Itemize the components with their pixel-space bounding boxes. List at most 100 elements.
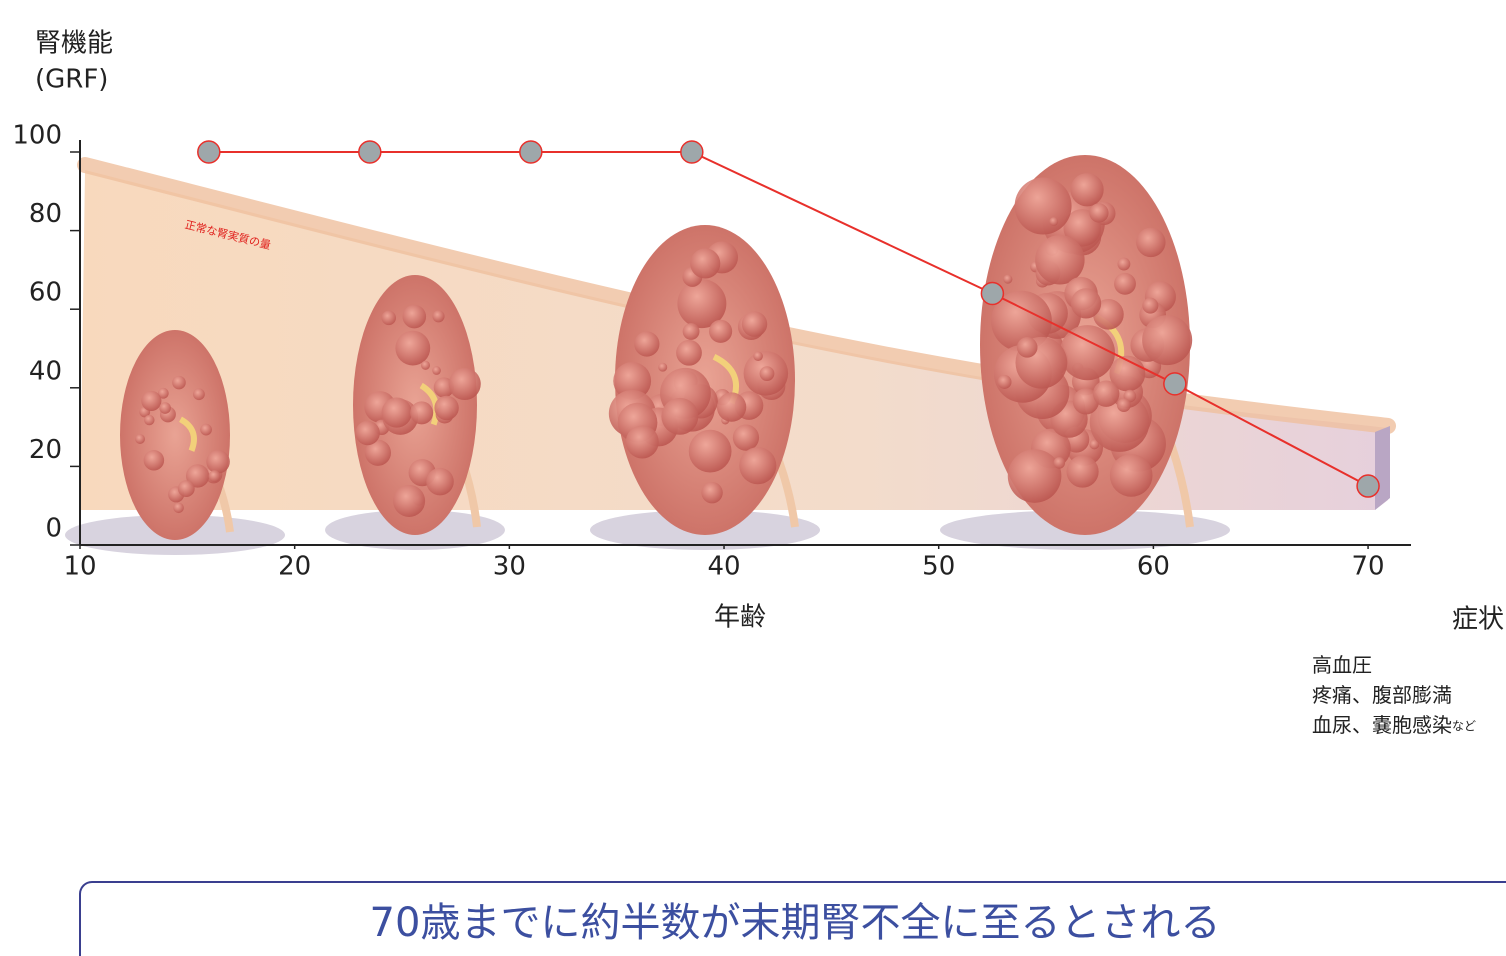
x-tick-label: 30 <box>493 552 526 582</box>
kidney-cyst <box>676 339 702 366</box>
kidney-cyst <box>144 414 155 426</box>
kidney-cyst <box>426 467 454 496</box>
kidney-cyst <box>141 390 162 411</box>
kidney-cyst <box>1007 449 1062 503</box>
kidney-cyst <box>613 362 652 400</box>
kidney-illustrations <box>65 155 1230 555</box>
kidney-cyst <box>658 362 668 372</box>
kidney-cyst <box>1053 457 1066 469</box>
x-tick-label: 40 <box>707 552 740 582</box>
kidney-cyst <box>157 387 169 399</box>
y-axis-label: 腎機能 <box>35 29 113 59</box>
kidney-cyst <box>739 447 777 485</box>
note-box <box>79 881 1506 956</box>
kidney-cyst <box>688 429 732 473</box>
kidney-cyst <box>355 420 380 446</box>
kidney-cyst <box>381 397 412 428</box>
point <box>980 281 1005 306</box>
kidney-cyst <box>682 323 700 340</box>
point <box>1356 474 1380 498</box>
kidney-cyst <box>759 366 775 381</box>
kidney-cyst <box>193 388 205 401</box>
kidney-cyst <box>395 330 431 366</box>
kidney-cyst <box>1092 380 1120 407</box>
kidney-cyst <box>997 374 1012 389</box>
kidney-cyst <box>1109 454 1153 497</box>
x-tick-label: 70 <box>1352 552 1385 582</box>
kidney-cyst <box>200 423 212 436</box>
y-tick-label: 20 <box>29 435 62 465</box>
kidney-cyst <box>393 484 426 517</box>
kidney-cyst <box>753 351 763 361</box>
kidney-cyst <box>185 464 210 488</box>
y-tick-label: 100 <box>12 121 62 151</box>
kidney-cyst <box>634 331 660 357</box>
x-tick-label: 20 <box>278 552 311 582</box>
x-axis-label: 年齢 <box>714 603 766 633</box>
point <box>197 140 221 164</box>
kidney-cyst <box>1117 257 1131 271</box>
kidney-cyst <box>677 279 727 329</box>
kidney-cyst <box>432 310 445 323</box>
y-tick-label: 0 <box>45 514 62 544</box>
kidney-cyst <box>208 470 221 483</box>
kidney-cyst <box>143 450 165 471</box>
kidney-cyst <box>1142 297 1159 314</box>
kidney-cyst <box>1059 325 1115 381</box>
kidney-cyst <box>1116 398 1131 413</box>
y-tick-label: 80 <box>29 199 62 229</box>
x-tick-label: 10 <box>63 552 96 582</box>
kidney-cyst <box>172 375 186 390</box>
kidney-cyst <box>1003 274 1013 284</box>
kidney-cyst <box>991 290 1052 352</box>
symptoms-title: 症状 <box>1452 605 1504 635</box>
y-axis-unit: (GRF) <box>35 65 108 95</box>
kidney <box>120 330 230 540</box>
symptom-label: 高血圧 <box>1312 653 1372 677</box>
kidney-cyst <box>1014 177 1072 235</box>
symptom-text: 疼痛、腹部膨満 <box>1312 683 1452 707</box>
kidney-cyst <box>1089 439 1100 450</box>
kidney-cyst <box>625 425 659 459</box>
kidney-cyst <box>1072 388 1100 415</box>
y-tick-label: 40 <box>29 356 62 386</box>
kidney-cyst <box>206 450 230 474</box>
kidney-cyst <box>716 392 747 422</box>
symptom-suffix: など <box>1452 719 1476 733</box>
kidney-cyst <box>1114 272 1136 295</box>
kidney-cyst <box>1035 235 1085 285</box>
kidney-cyst <box>448 367 481 401</box>
symptom-text: 高血圧 <box>1312 653 1372 677</box>
kidney-cyst <box>701 481 723 504</box>
renal-pelvis <box>178 416 197 452</box>
kidney-cyst <box>1049 217 1059 226</box>
parenchyma-side <box>1375 426 1390 510</box>
kidney-cyst <box>177 480 195 498</box>
point <box>680 140 704 164</box>
symptom-label: 血尿、嚢胞感染など <box>1312 713 1476 737</box>
kidney-cyst <box>741 311 768 337</box>
symptom-label: 疼痛、腹部膨満 <box>1312 683 1452 707</box>
symptom-text: 血尿、嚢胞感染 <box>1312 713 1452 737</box>
x-tick-label: 50 <box>922 552 955 582</box>
note: 70歳までに約半数が末期腎不全に至るとされる <box>370 900 1221 946</box>
kidney-cyst <box>1066 455 1099 488</box>
renal-pelvis <box>419 382 440 426</box>
point <box>1163 372 1187 396</box>
kidney-cyst <box>381 310 396 326</box>
kidney-cyst <box>434 395 459 421</box>
kidney-cyst <box>1070 288 1102 319</box>
kidney-cyst <box>1089 392 1150 452</box>
kidney-cyst <box>690 248 721 279</box>
kidney-cyst <box>402 304 427 329</box>
kidney-cyst <box>1070 173 1104 207</box>
kidney-cyst <box>709 319 733 343</box>
kidney-cyst <box>432 366 441 375</box>
point <box>519 140 543 164</box>
parenchyma-edge <box>77 157 1396 434</box>
kidney-cyst <box>1136 227 1166 258</box>
kidney-cyst <box>1016 337 1038 358</box>
plot-area: 0 20 40 60 80 100 10 20 30 40 50 60 70 <box>12 121 1411 582</box>
